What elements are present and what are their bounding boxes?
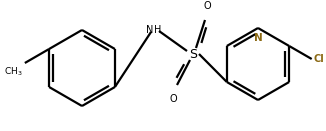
Text: S: S	[189, 48, 197, 61]
Text: Cl: Cl	[314, 54, 324, 64]
Text: O: O	[169, 94, 177, 104]
Text: CH$_3$: CH$_3$	[4, 66, 23, 78]
Text: O: O	[203, 1, 211, 11]
Text: N: N	[254, 33, 262, 43]
Text: N: N	[146, 25, 153, 35]
Text: H: H	[154, 25, 161, 35]
